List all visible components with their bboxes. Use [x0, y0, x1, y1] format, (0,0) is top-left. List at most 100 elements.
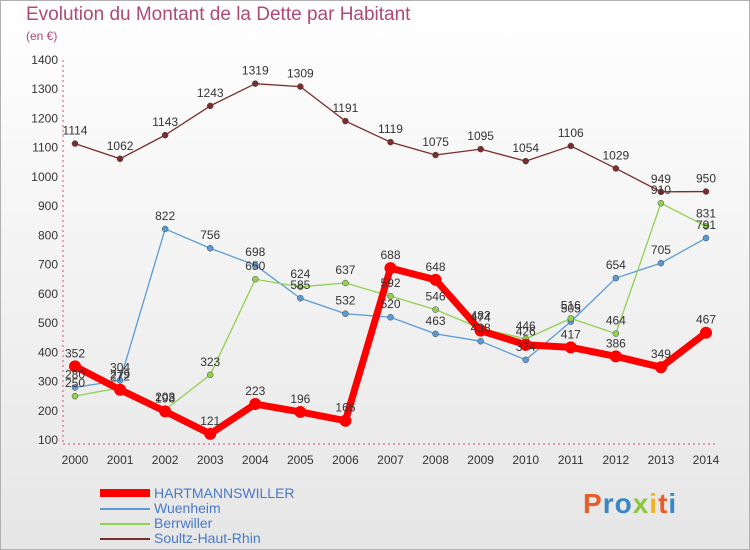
data-label: 374	[516, 340, 536, 354]
data-label: 438	[471, 321, 491, 335]
data-point	[612, 165, 620, 172]
data-point	[252, 275, 259, 283]
data-label: 280	[65, 367, 85, 381]
data-point	[432, 151, 439, 159]
data-point	[297, 83, 304, 90]
data-label: 1114	[63, 124, 88, 138]
legend-label: HARTMANNSWILLER	[154, 485, 295, 501]
data-point	[657, 259, 665, 267]
y-tick-label: 400	[38, 345, 58, 359]
data-label: 196	[290, 392, 310, 406]
data-label: 279	[110, 368, 130, 382]
data-point	[249, 398, 262, 411]
data-point	[161, 225, 169, 233]
series-layer	[69, 80, 712, 440]
data-point	[384, 262, 397, 275]
data-label: 1309	[287, 67, 314, 81]
data-label: 1095	[467, 129, 494, 143]
data-point	[69, 360, 81, 373]
x-tick-label: 2007	[377, 453, 404, 467]
x-tick-label: 2013	[648, 453, 675, 467]
x-tick-label: 2012	[603, 453, 630, 467]
data-label: 648	[426, 260, 446, 274]
data-point	[567, 315, 575, 322]
data-label: 1191	[333, 101, 359, 115]
data-label: 950	[696, 172, 716, 186]
data-label: 516	[561, 298, 581, 312]
data-point	[387, 313, 394, 321]
data-point	[161, 131, 169, 139]
data-label: 386	[606, 336, 626, 350]
data-point	[657, 199, 665, 207]
y-tick-label: 700	[38, 258, 58, 272]
data-point	[71, 392, 79, 400]
data-label: 688	[380, 248, 400, 262]
data-label: 426	[516, 325, 536, 339]
data-label: 1029	[603, 148, 630, 162]
data-label: 304	[110, 360, 130, 374]
data-label: 250	[65, 376, 85, 390]
data-label: 464	[606, 314, 626, 328]
y-tick-label: 500	[38, 316, 58, 330]
data-label: 949	[651, 172, 671, 186]
data-label: 482	[471, 308, 491, 322]
data-label: 637	[335, 263, 355, 277]
data-label: 272	[110, 370, 130, 384]
y-tick-label: 1200	[31, 111, 58, 125]
data-point	[114, 383, 127, 396]
data-point	[294, 405, 307, 418]
x-tick-label: 2002	[152, 453, 179, 467]
axes: 100 200 300 400 500 600 700 800 900 1000 1100 1200 1…	[31, 53, 719, 467]
data-label: 417	[561, 327, 581, 341]
data-label: 1119	[378, 122, 403, 136]
legend-label: Berrwiller	[154, 515, 213, 531]
data-point	[339, 414, 352, 427]
data-label: 654	[606, 258, 626, 272]
data-label: 121	[200, 414, 220, 428]
data-point	[702, 188, 710, 195]
data-point	[567, 142, 575, 150]
data-point	[564, 341, 577, 354]
y-tick-label: 1100	[32, 141, 58, 155]
unit-label: (en €)	[26, 29, 58, 43]
y-tick-label: 100	[38, 433, 58, 447]
data-point	[116, 155, 124, 163]
data-label: 532	[335, 294, 355, 308]
data-point	[654, 361, 667, 374]
data-label: 624	[290, 267, 310, 281]
data-point	[206, 244, 214, 252]
data-point	[297, 294, 304, 302]
legend-label: Soultz-Haut-Rhin	[154, 530, 261, 546]
data-point	[477, 145, 484, 153]
x-tick-label: 2005	[287, 453, 314, 467]
x-tick-label: 2010	[512, 453, 539, 467]
data-point	[700, 326, 712, 339]
y-tick-label: 900	[38, 199, 58, 213]
data-point	[206, 371, 214, 379]
data-label: 505	[561, 302, 581, 316]
data-label: 1062	[107, 139, 134, 153]
data-label: 223	[245, 384, 265, 398]
data-label: 520	[380, 297, 400, 311]
legend-swatch	[100, 523, 150, 525]
legend-swatch	[100, 489, 150, 497]
data-point	[71, 384, 79, 391]
x-tick-label: 2006	[332, 453, 359, 467]
data-point	[609, 350, 622, 363]
data-label: 705	[651, 243, 671, 257]
data-label: 698	[245, 245, 265, 259]
data-label: 756	[200, 228, 220, 242]
data-label: 1143	[152, 115, 178, 129]
data-point	[297, 283, 304, 291]
data-point	[71, 140, 79, 147]
data-label: 467	[696, 313, 716, 327]
data-point	[342, 117, 349, 125]
data-point	[432, 330, 439, 338]
data-label: 1319	[242, 64, 269, 78]
x-tick-label: 2014	[693, 453, 720, 467]
x-tick-label: 2009	[467, 453, 494, 467]
data-labels-layer: 352 272 198 121 223 196 166 688 648 474 426 417 386 3…	[63, 64, 717, 428]
chart-title: Evolution du Montant de la Dette par Hab…	[26, 4, 411, 25]
data-point	[612, 274, 620, 282]
